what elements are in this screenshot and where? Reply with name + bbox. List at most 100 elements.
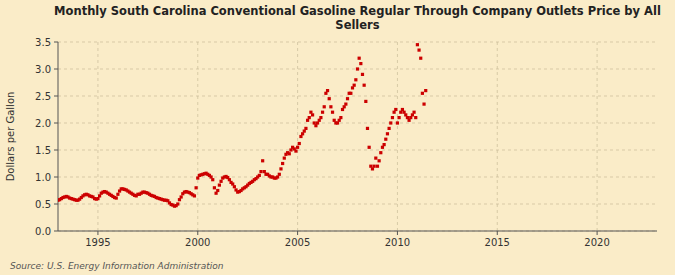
point [378,159,381,162]
point [349,92,352,95]
point [261,159,264,162]
grid-line [58,96,657,97]
tick-label: 3.0 [35,64,51,75]
tick-mark [97,231,98,235]
tick-mark [497,231,498,235]
point [346,97,349,100]
point [344,103,347,106]
point [328,97,331,100]
point [394,108,397,111]
tick-mark [54,150,58,151]
point [384,138,387,141]
y-axis-label: Dollars per Gallon [5,92,16,182]
y-axis-line [58,42,59,231]
point [116,193,119,196]
tick-mark [54,42,58,43]
point [326,89,329,92]
point [361,73,364,76]
point [219,180,222,183]
point [364,100,367,103]
point [218,184,221,187]
points [58,43,427,208]
point [363,84,366,87]
axes: 0.00.51.01.52.02.53.03.51995200020052010… [35,37,657,249]
tick-label: 2.0 [35,118,51,129]
point [281,162,284,165]
point [115,196,118,199]
page: {"chart_data": { "type": "scatter", "tit… [0,0,675,275]
tick-label: 1.0 [35,172,51,183]
title-line: Monthly South Carolina Conventional Gaso… [54,4,661,18]
point [321,111,324,114]
point [417,49,420,52]
point [278,173,281,176]
point [373,165,376,168]
point [329,105,332,108]
point [386,132,389,135]
tick-label: 2000 [185,237,210,248]
tick-label: 2005 [285,237,310,248]
grid-line [297,42,298,231]
grid-line [397,42,398,231]
point [376,165,379,168]
grid [58,42,657,231]
grid-line [197,42,198,231]
grid-line [58,204,657,205]
point [180,195,183,198]
tick-mark [54,123,58,124]
point [379,151,382,154]
x-axis-line [58,231,657,232]
point [304,127,307,130]
point [311,113,314,116]
tick-mark [54,204,58,205]
tick-mark [397,231,398,235]
grid-line [97,42,98,231]
point [294,149,297,152]
tick-mark [54,96,58,97]
point [396,121,399,124]
tick-mark [54,177,58,178]
grid-line [58,177,657,178]
point [211,178,214,181]
tick-label: 2020 [584,237,609,248]
point [419,57,422,60]
point [319,116,322,119]
tick-label: 2.5 [35,91,51,102]
point [176,202,179,205]
point [414,116,417,119]
tick-mark [297,231,298,235]
point [356,67,359,70]
point [422,103,425,106]
point [233,185,236,188]
point [258,174,261,177]
point [359,62,362,65]
point [279,167,282,170]
point [339,116,342,119]
grid-line [58,150,657,151]
tick-label: 1995 [85,237,110,248]
point [193,194,196,197]
point [368,146,371,149]
chart: Monthly South Carolina Conventional Gaso… [0,0,675,275]
point [412,111,415,114]
tick-mark [54,69,58,70]
background [0,0,675,275]
point [383,143,386,146]
point [388,127,391,130]
point [308,116,311,119]
tick-mark [597,231,598,235]
grid-line [597,42,598,231]
tick-label: 0.5 [35,199,51,210]
tick-mark [197,231,198,235]
tick-label: 1.5 [35,145,51,156]
source-note: Source: U.S. Energy Information Administ… [10,261,224,271]
point [298,142,301,145]
point [216,189,219,192]
tick-label: 0.0 [35,226,51,237]
point [416,43,419,46]
point [397,116,400,119]
point [354,78,357,81]
grid-line [58,123,657,124]
tick-label: 2015 [485,237,510,248]
title-line: Sellers [335,18,379,32]
